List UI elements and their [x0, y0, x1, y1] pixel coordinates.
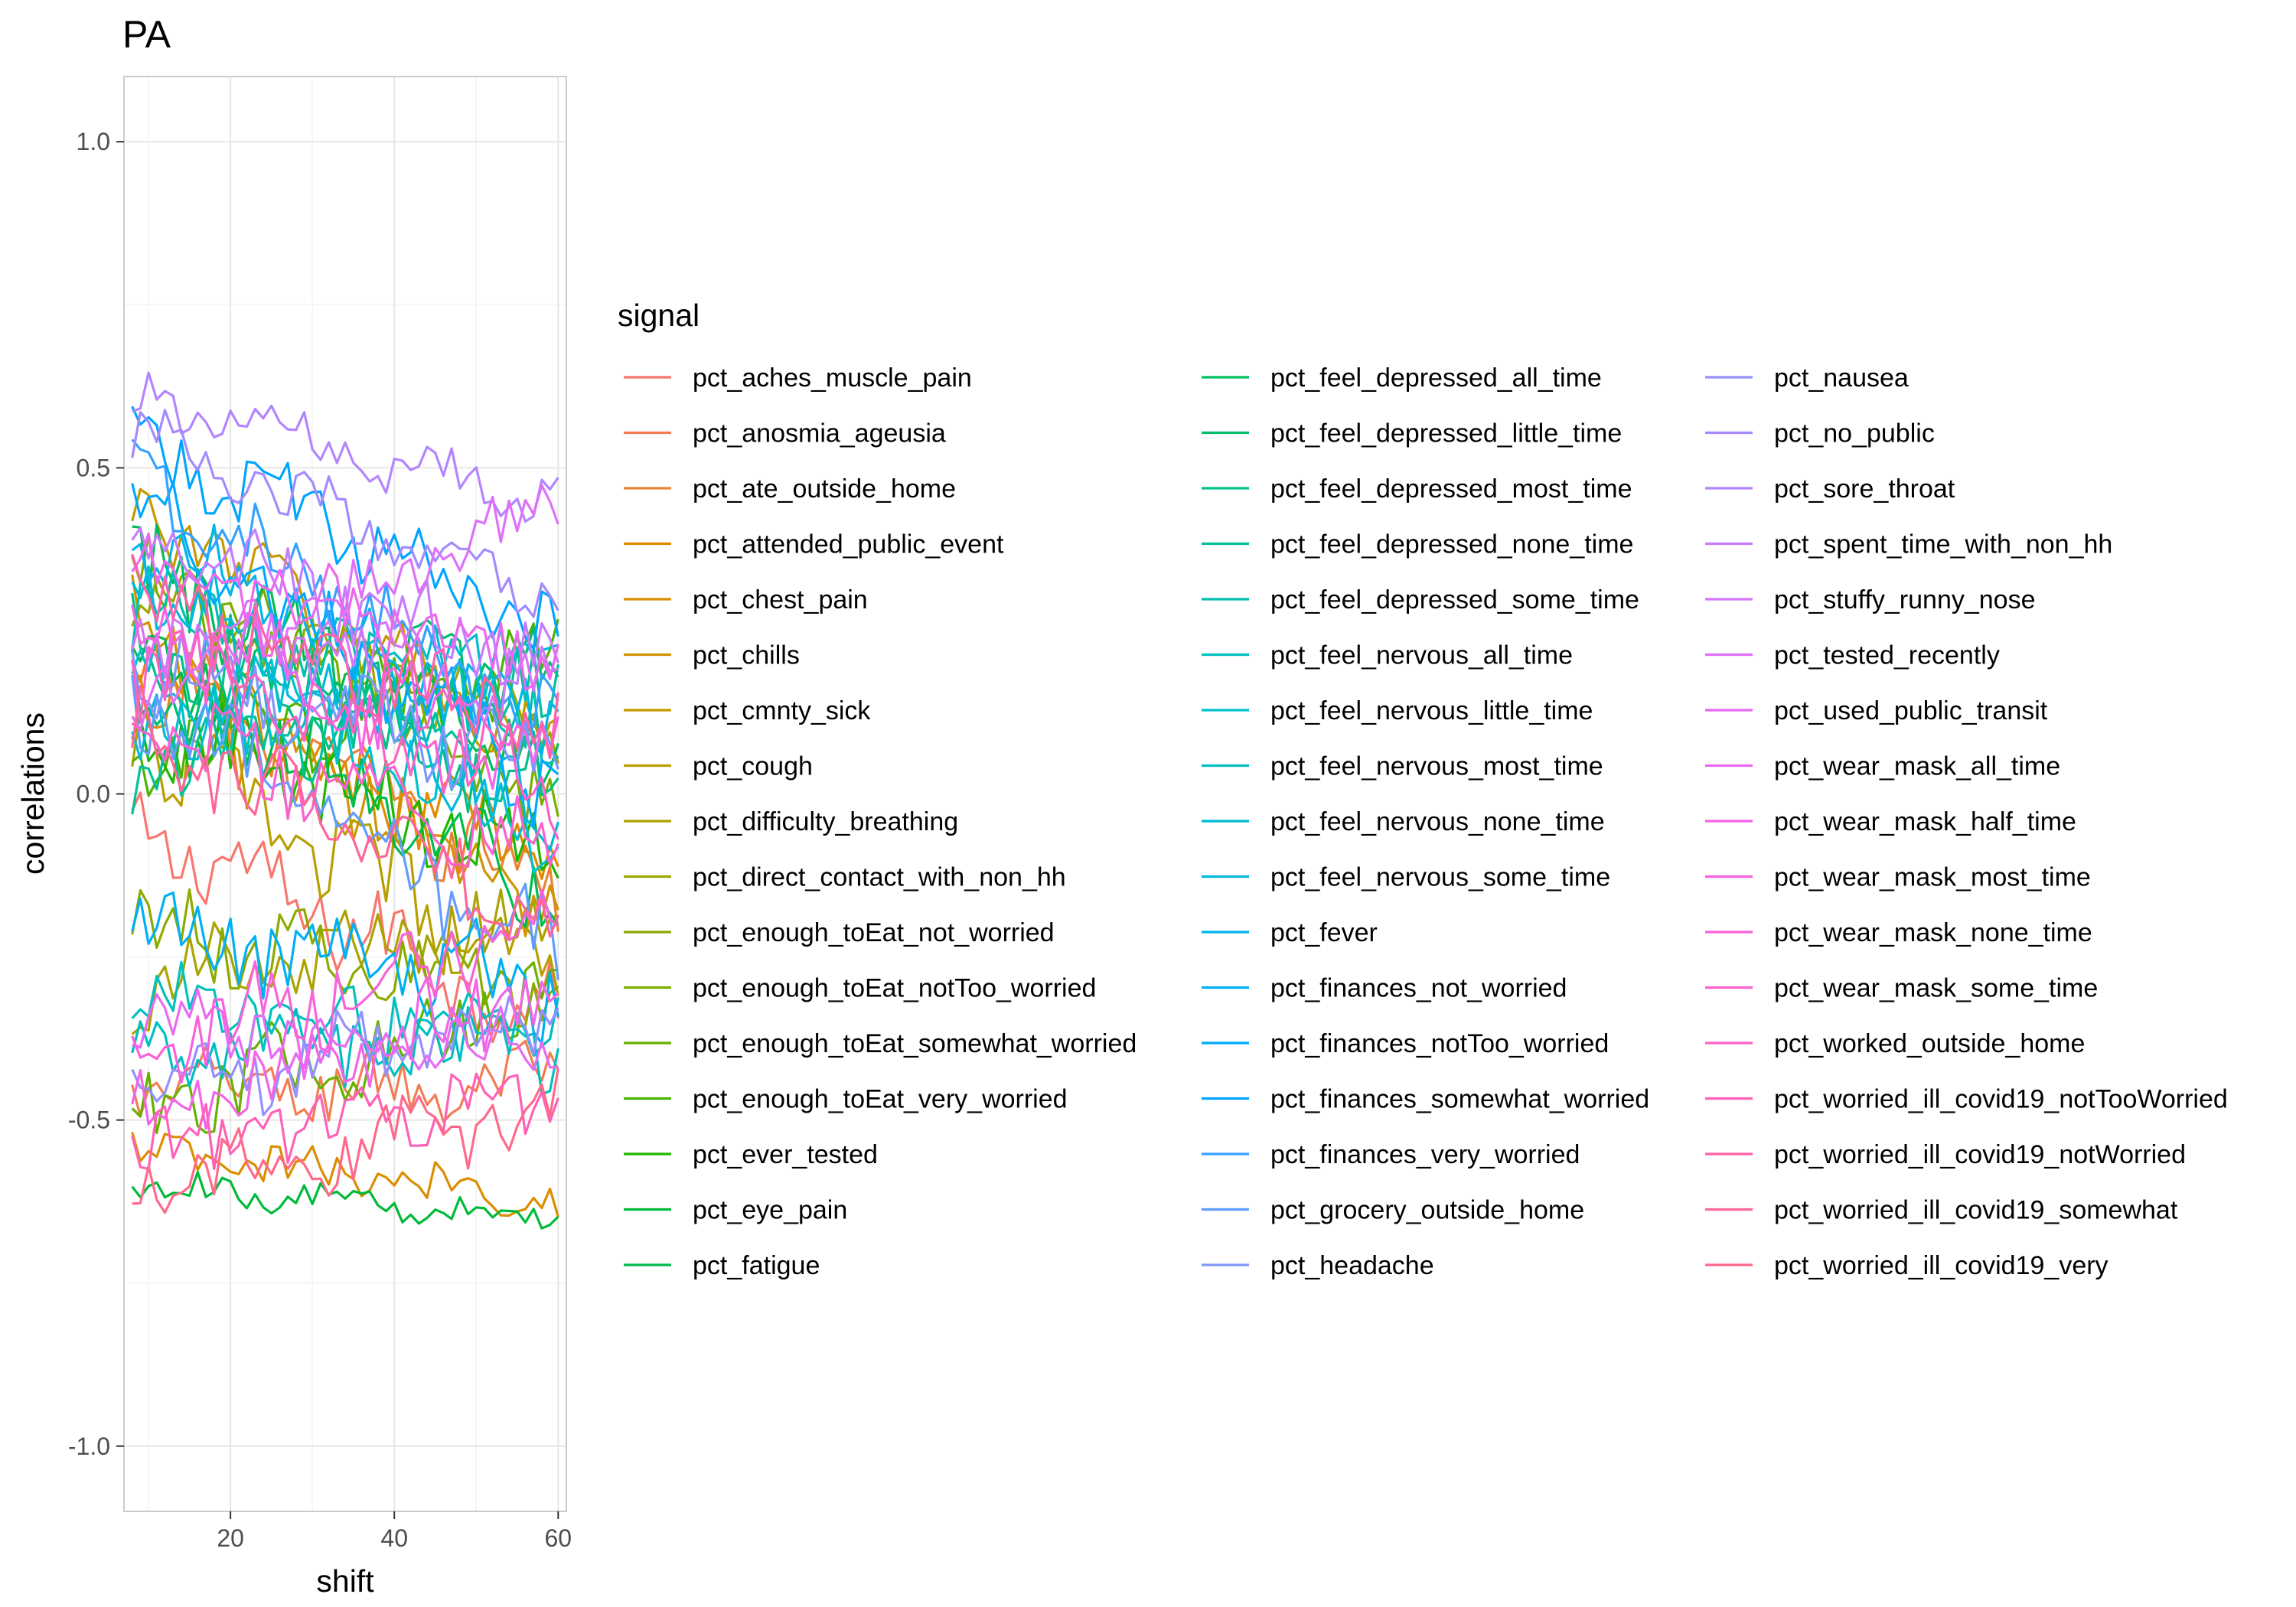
series-line [131, 406, 559, 650]
legend-label: pct_headache [1270, 1251, 1434, 1280]
legend: pct_aches_muscle_pain pct_anosmia_ageusia… [624, 363, 2228, 1280]
legend-label: pct_finances_very_worried [1270, 1140, 1580, 1169]
legend-label: pct_worried_ill_covid19_notTooWorried [1774, 1085, 2228, 1114]
legend-label: pct_feel_depressed_some_time [1270, 585, 1639, 614]
series-line [131, 888, 559, 1084]
series-line [132, 988, 559, 1074]
legend-label: pct_fatigue [693, 1251, 820, 1280]
legend-label: pct_eye_pain [693, 1196, 847, 1225]
legend-label: pct_feel_nervous_most_time [1270, 752, 1603, 781]
series-line [131, 888, 559, 1035]
legend-label: pct_anosmia_ageusia [693, 419, 946, 448]
legend-label: pct_direct_contact_with_non_hh [693, 863, 1066, 892]
x-tick-label: 40 [380, 1524, 408, 1552]
chart-title: PA [122, 13, 171, 56]
legend-label: pct_nausea [1774, 363, 1909, 393]
legend-label: pct_worked_outside_home [1774, 1029, 2085, 1058]
y-axis-title: correlations [15, 712, 51, 875]
legend-label: pct_feel_depressed_little_time [1270, 419, 1622, 448]
y-tick-label: -1.0 [68, 1433, 110, 1460]
legend-label: pct_stuffy_runny_nose [1774, 585, 2036, 614]
legend-title: signal [618, 298, 700, 333]
legend-label: pct_finances_not_worried [1270, 974, 1567, 1003]
series-line [131, 553, 559, 760]
legend-label: pct_wear_mask_most_time [1774, 863, 2091, 892]
y-tick-label: -0.5 [68, 1107, 110, 1134]
series-line [131, 996, 559, 1088]
legend-label: pct_chills [693, 641, 800, 670]
y-tick-label: 0.5 [77, 454, 110, 481]
x-axis-title: shift [316, 1563, 374, 1599]
series-line [131, 891, 559, 1045]
legend-label: pct_attended_public_event [693, 530, 1004, 559]
y-axis-ticks: 1.0 0.5 0.0 -0.5 -1.0 [68, 128, 124, 1460]
series-line [131, 960, 559, 1096]
legend-label: pct_used_public_transit [1774, 696, 2048, 725]
x-tick-label: 60 [544, 1524, 572, 1552]
legend-label: pct_sore_throat [1774, 474, 1955, 504]
series-line [131, 484, 559, 732]
legend-label: pct_difficulty_breathing [693, 807, 958, 836]
legend-label: pct_feel_depressed_all_time [1270, 363, 1602, 393]
legend-label: pct_feel_nervous_some_time [1270, 863, 1610, 892]
series-line [131, 791, 559, 1044]
series-line [132, 523, 559, 787]
legend-label: pct_enough_toEat_very_worried [693, 1085, 1068, 1114]
series-line [131, 1171, 559, 1230]
x-axis-ticks: 20 40 60 [217, 1511, 572, 1552]
legend-label: pct_enough_toEat_notToo_worried [693, 974, 1096, 1003]
legend-label: pct_wear_mask_some_time [1774, 974, 2098, 1003]
legend-label: pct_feel_nervous_none_time [1270, 807, 1605, 836]
legend-label: pct_finances_notToo_worried [1270, 1029, 1609, 1058]
legend-label: pct_grocery_outside_home [1270, 1196, 1584, 1225]
series-line [131, 409, 559, 618]
series-line [131, 532, 559, 691]
legend-label: pct_chest_pain [693, 585, 868, 614]
legend-label: pct_cough [693, 752, 813, 781]
series-line [131, 565, 559, 852]
series-line [131, 631, 559, 791]
legend-label: pct_enough_toEat_not_worried [693, 918, 1055, 947]
legend-label: pct_cmnty_sick [693, 696, 871, 725]
series-line [131, 598, 559, 725]
series-line [132, 371, 559, 523]
series-line [131, 888, 559, 1028]
legend-label: pct_finances_somewhat_worried [1270, 1085, 1649, 1114]
y-tick-label: 1.0 [77, 128, 110, 155]
x-tick-label: 20 [217, 1524, 244, 1552]
legend-label: pct_wear_mask_all_time [1774, 752, 2060, 781]
legend-label: pct_spent_time_with_non_hh [1774, 530, 2112, 559]
legend-label: pct_feel_depressed_none_time [1270, 530, 1633, 559]
legend-label: pct_enough_toEat_somewhat_worried [693, 1029, 1137, 1058]
legend-label: pct_fever [1270, 918, 1378, 947]
legend-label: pct_worried_ill_covid19_notWorried [1774, 1140, 2186, 1169]
legend-label: pct_wear_mask_half_time [1774, 807, 2076, 836]
legend-label: pct_worried_ill_covid19_very [1774, 1251, 2108, 1280]
legend-label: pct_wear_mask_none_time [1774, 918, 2092, 947]
legend-label: pct_ever_tested [693, 1140, 878, 1169]
series-line [132, 1068, 559, 1214]
y-tick-label: 0.0 [77, 781, 110, 808]
series-line [131, 702, 559, 879]
legend-label: pct_feel_nervous_all_time [1270, 641, 1573, 670]
legend-label: pct_worried_ill_covid19_somewhat [1774, 1196, 2178, 1225]
series-lines [131, 371, 559, 1230]
legend-label: pct_aches_muscle_pain [693, 363, 972, 393]
legend-label: pct_feel_nervous_little_time [1270, 696, 1593, 725]
series-line [131, 629, 559, 840]
legend-label: pct_ate_outside_home [693, 474, 956, 504]
legend-label: pct_no_public [1774, 419, 1935, 448]
legend-label: pct_tested_recently [1774, 641, 2000, 670]
legend-label: pct_feel_depressed_most_time [1270, 474, 1632, 504]
series-line [131, 1072, 559, 1171]
series-line [131, 684, 559, 940]
